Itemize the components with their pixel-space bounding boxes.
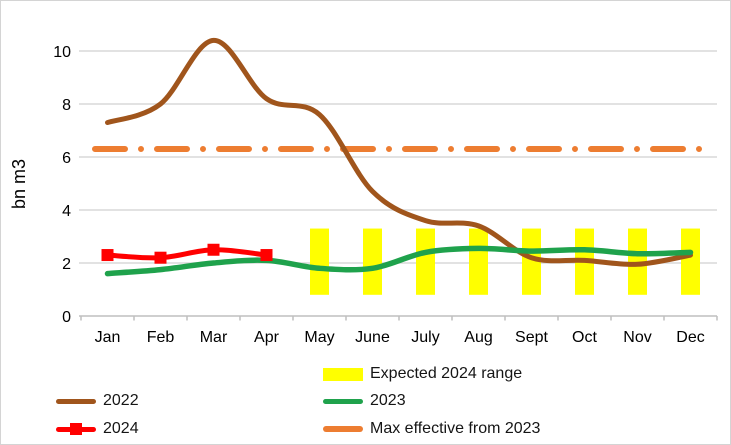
- legend-swatch-2023-line: [323, 398, 363, 404]
- expected-range-bar: [416, 228, 435, 295]
- expected-range-bar: [522, 228, 541, 295]
- x-tick-label: June: [355, 329, 390, 346]
- series-2024-line: [105, 247, 269, 261]
- legend-item-2023: 2023: [323, 392, 406, 410]
- x-tick-label: Apr: [254, 329, 280, 346]
- y-tick-label: 10: [53, 44, 71, 61]
- legend-item-expected-range: Expected 2024 range: [323, 365, 522, 383]
- legend-swatch-expected-range: [323, 367, 363, 381]
- legend-item-2022: 2022: [56, 392, 139, 410]
- legend-item-max-effective: Max effective from 2023: [323, 420, 540, 438]
- y-tick-label: 2: [62, 256, 71, 273]
- legend-label-2022: 2022: [103, 392, 139, 409]
- y-tick-label: 0: [62, 309, 71, 326]
- expected-range-bar: [310, 228, 329, 295]
- legend-label-2023: 2023: [370, 392, 406, 409]
- legend-swatch-max-effective-line: [323, 426, 363, 432]
- series-2023-line: [104, 245, 694, 277]
- x-tick-label: Feb: [147, 329, 175, 346]
- series-2024-marker: [101, 249, 114, 262]
- y-tick-label: 8: [62, 97, 71, 114]
- x-tick-label: Aug: [464, 329, 492, 346]
- x-tick-label: Jan: [95, 329, 121, 346]
- x-tick-label: Mar: [200, 329, 228, 346]
- legend-label-max-effective: Max effective from 2023: [370, 420, 541, 437]
- legend-swatch-2022-line: [56, 398, 96, 404]
- line-chart-svg: 0 2 4 6 8 10 Jan Feb Mar Apr May June July Aug Sept Oct…: [9, 37, 718, 346]
- legend-swatch-2024-marker: [70, 423, 82, 435]
- legend-label-2024: 2024: [103, 420, 139, 437]
- x-tick-label: Dec: [676, 329, 704, 346]
- series-2024-marker: [154, 251, 167, 264]
- expected-range-bar: [628, 228, 647, 295]
- x-tick-label: Sept: [515, 329, 548, 346]
- series-2024-marker: [260, 249, 273, 262]
- series-2022-line: [105, 37, 693, 267]
- expected-range-bar: [469, 228, 488, 295]
- y-axis-title: bn m3: [9, 159, 29, 209]
- expected-range-bar: [681, 228, 700, 295]
- x-tick-label: Nov: [623, 329, 651, 346]
- x-tick-label: July: [411, 329, 439, 346]
- legend-swatch-2024-line-marker: [56, 423, 96, 436]
- y-tick-label: 4: [62, 203, 71, 220]
- x-tick-label: May: [304, 329, 334, 346]
- expected-range-bar: [363, 228, 382, 295]
- legend-item-2024: 2024: [56, 420, 139, 438]
- x-tick-label: Oct: [572, 329, 597, 346]
- series-2024-marker: [207, 243, 220, 256]
- legend-label-expected-range: Expected 2024 range: [370, 365, 523, 382]
- y-tick-label: 6: [62, 150, 71, 167]
